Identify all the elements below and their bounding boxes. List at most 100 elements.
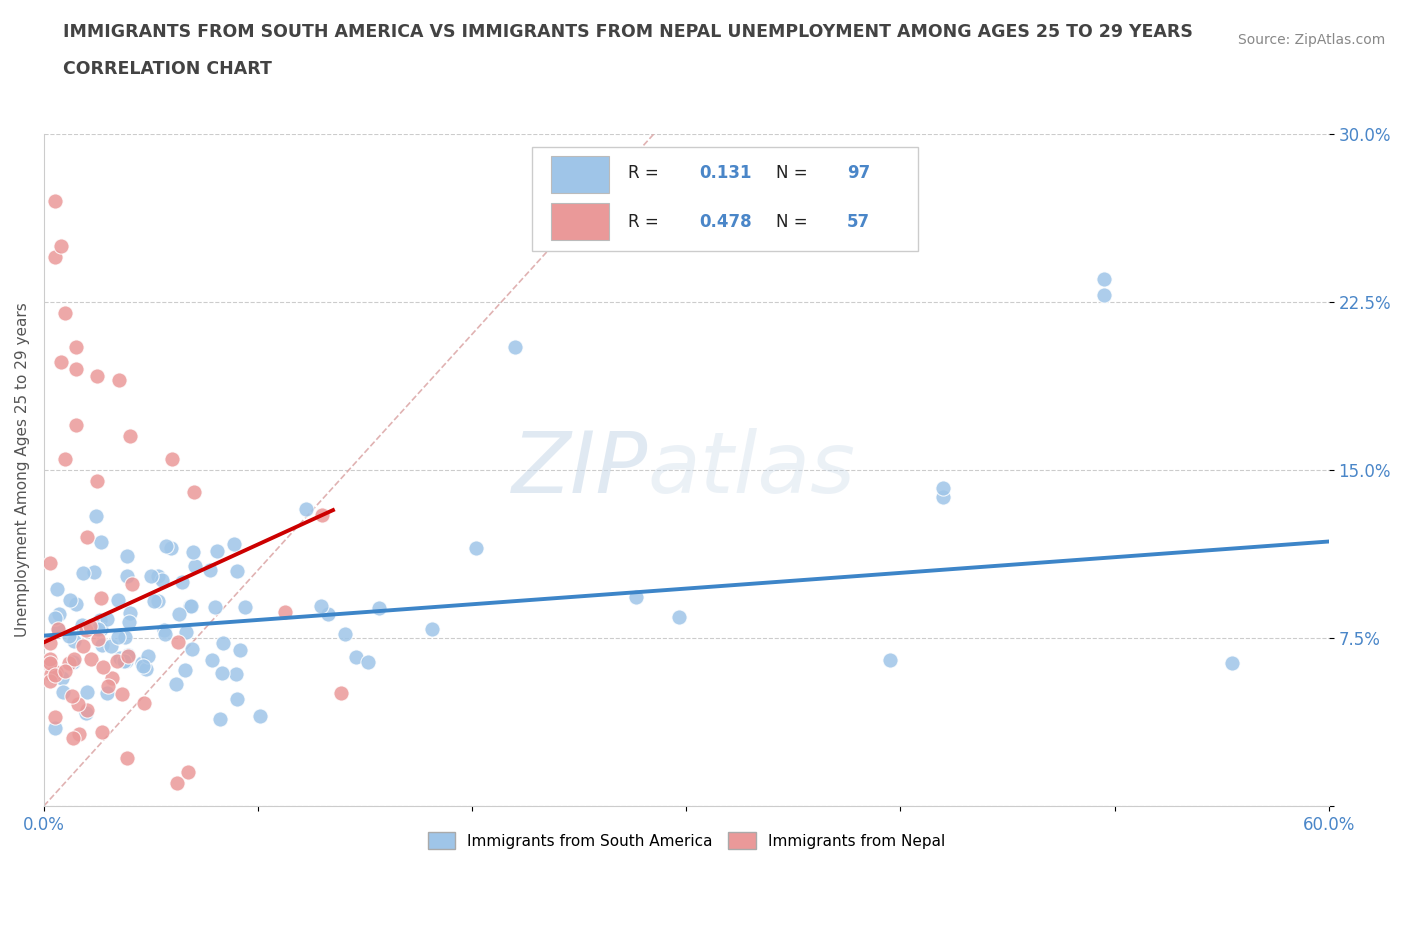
Point [45, 582, 67, 597]
Point [201, 652, 224, 667]
Point [67, 727, 90, 742]
Point [115, 751, 138, 765]
Point [211, 635, 233, 650]
Point [146, 593, 169, 608]
Point [610, 160, 633, 175]
Point [120, 605, 142, 620]
FancyBboxPatch shape [531, 147, 918, 251]
Point [108, 651, 131, 666]
Point [84, 509, 107, 524]
Text: N =: N = [776, 164, 813, 182]
Point [46, 622, 69, 637]
Point [90, 724, 112, 739]
Point [177, 764, 200, 779]
Point [155, 538, 177, 553]
Point [53, 663, 76, 678]
Point [90, 535, 112, 550]
Point [118, 615, 141, 630]
Point [62, 655, 84, 670]
Point [44, 710, 66, 724]
Point [198, 562, 221, 577]
Point [48, 607, 70, 622]
Point [107, 630, 129, 644]
Point [67, 697, 90, 711]
Point [58, 629, 80, 644]
Point [115, 549, 138, 564]
Point [107, 592, 129, 607]
Point [44, 193, 66, 208]
Point [49, 238, 72, 253]
Point [1092, 272, 1115, 286]
Point [209, 712, 232, 727]
Text: ZIP: ZIP [512, 429, 648, 512]
Point [97, 679, 120, 694]
Point [39, 658, 62, 672]
Point [76, 702, 98, 717]
Point [174, 625, 197, 640]
Y-axis label: Unemployment Among Ages 25 to 29 years: Unemployment Among Ages 25 to 29 years [15, 302, 30, 637]
Point [150, 572, 173, 587]
Point [138, 648, 160, 663]
Point [153, 622, 176, 637]
Point [39, 555, 62, 570]
Point [344, 650, 367, 665]
Point [100, 639, 122, 654]
Text: 0.131: 0.131 [699, 164, 752, 182]
Text: R =: R = [628, 213, 665, 231]
Text: Source: ZipAtlas.com: Source: ZipAtlas.com [1237, 33, 1385, 46]
Point [114, 630, 136, 644]
Text: N =: N = [776, 213, 813, 231]
Point [153, 627, 176, 642]
Point [96, 612, 118, 627]
Point [225, 667, 247, 682]
Point [142, 594, 165, 609]
Point [90, 621, 112, 636]
Point [295, 501, 318, 516]
Point [87, 621, 110, 636]
Point [135, 661, 157, 676]
Point [59, 592, 82, 607]
Point [311, 507, 333, 522]
Point [121, 577, 143, 591]
Point [83, 565, 105, 579]
Point [39, 667, 62, 682]
Point [335, 627, 357, 642]
Point [96, 685, 118, 700]
Point [1220, 655, 1243, 670]
Point [624, 590, 647, 604]
Point [117, 647, 139, 662]
Point [48, 621, 70, 636]
Text: R =: R = [628, 164, 665, 182]
Point [233, 600, 256, 615]
Point [105, 654, 128, 669]
Point [89, 613, 111, 628]
Point [90, 591, 112, 605]
Point [39, 656, 62, 671]
Point [39, 651, 62, 666]
Point [108, 373, 131, 388]
Point [58, 656, 80, 671]
Point [162, 451, 184, 466]
Point [65, 339, 87, 354]
Point [180, 642, 202, 657]
Point [44, 249, 66, 264]
Point [503, 339, 526, 354]
Point [211, 666, 233, 681]
Point [76, 684, 98, 699]
Point [932, 489, 955, 504]
Point [51, 671, 73, 685]
Point [132, 658, 155, 673]
Point [62, 731, 84, 746]
Point [65, 362, 87, 377]
Point [139, 568, 162, 583]
Point [225, 564, 247, 578]
Text: 57: 57 [846, 213, 870, 231]
Point [172, 574, 194, 589]
Point [53, 451, 76, 466]
Point [75, 706, 97, 721]
Point [44, 721, 66, 736]
Point [932, 480, 955, 495]
Point [45, 665, 67, 680]
Point [49, 354, 72, 369]
Point [100, 671, 122, 685]
